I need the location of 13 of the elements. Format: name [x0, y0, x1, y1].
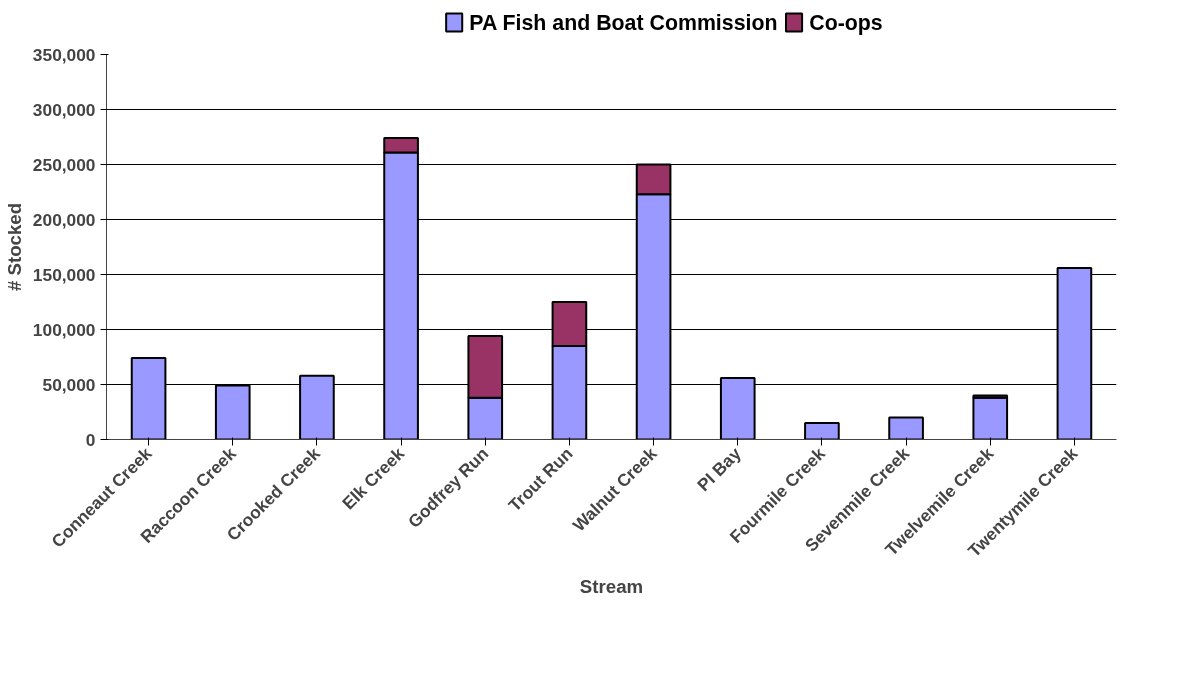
y-tick-label: 250,000: [32, 154, 96, 175]
y-tick-label: 0: [85, 429, 96, 450]
y-axis-title: # Stocked: [3, 202, 25, 292]
y-tick-label: 150,000: [32, 264, 96, 285]
y-tick-label: 50,000: [42, 374, 96, 395]
x-tick-label: PI Bay: [693, 443, 746, 496]
legend-label: PA Fish and Boat Commission: [469, 10, 778, 35]
y-tick-label: 200,000: [32, 209, 96, 230]
y-tick-label: 350,000: [32, 44, 96, 65]
x-axis-title: Stream: [579, 575, 644, 597]
y-tick-label: 100,000: [32, 319, 96, 340]
legend-label: Co-ops: [809, 10, 883, 35]
y-tick-label: 300,000: [32, 99, 96, 120]
